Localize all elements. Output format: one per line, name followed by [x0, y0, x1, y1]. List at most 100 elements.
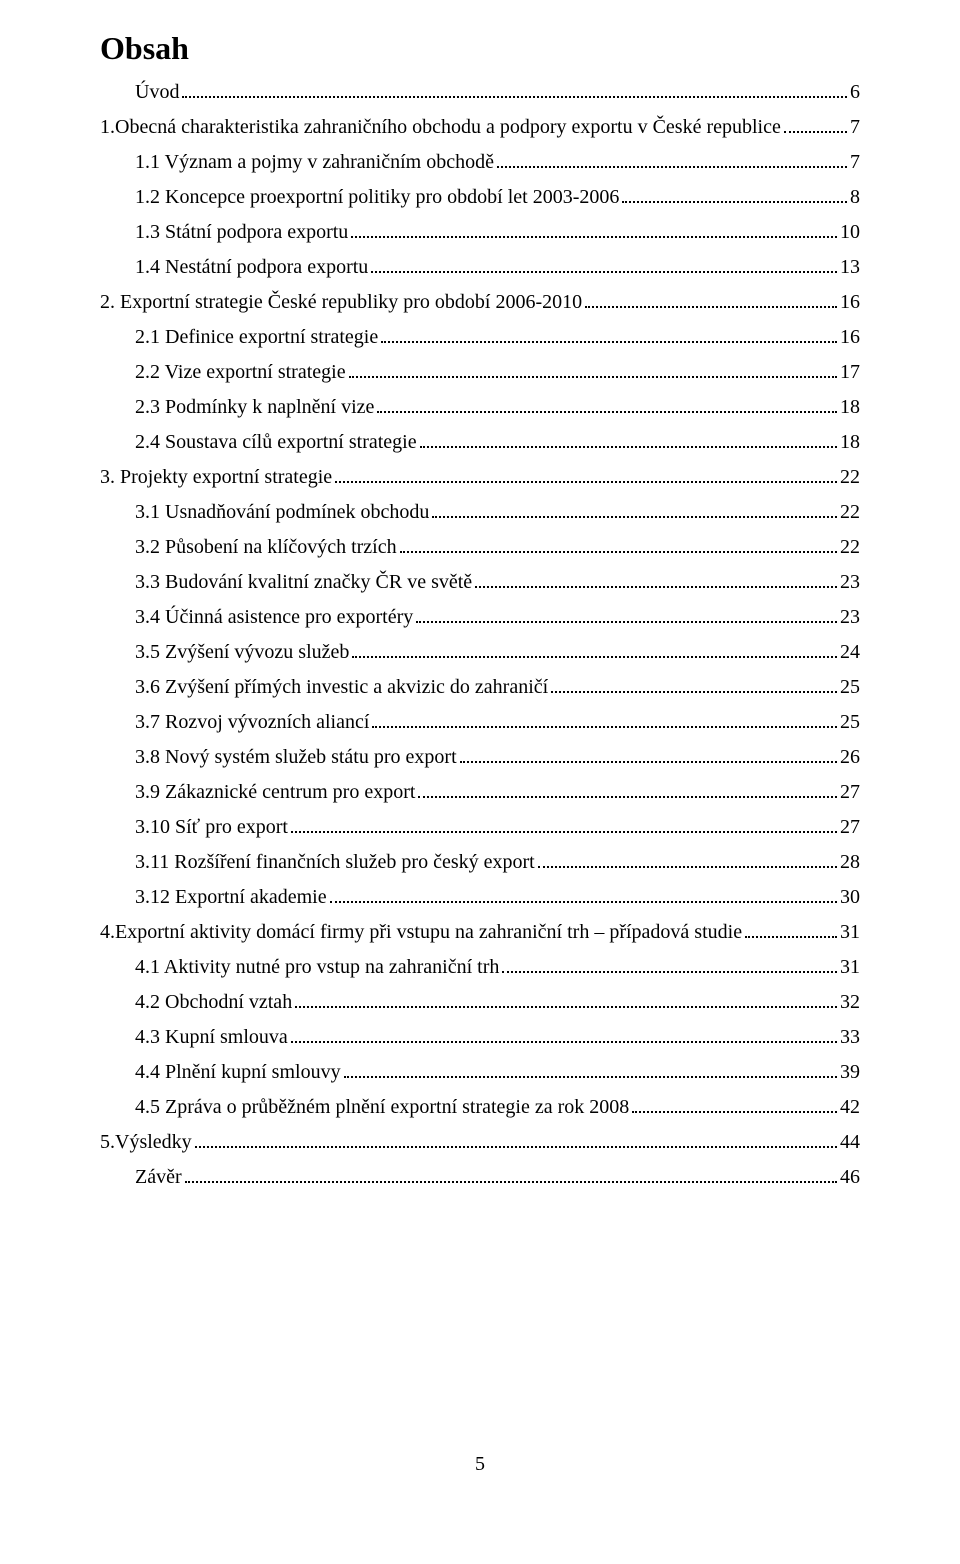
toc-entry-page: 27	[840, 810, 860, 845]
toc-entry-title: 3.1 Usnadňování podmínek obchodu	[135, 495, 429, 530]
toc-leader-dots	[295, 994, 837, 1008]
toc-leader-dots	[432, 504, 837, 518]
toc-entry-title: 4.Exportní aktivity domácí firmy při vst…	[100, 915, 742, 950]
toc-entry-page: 18	[840, 390, 860, 425]
toc-entry: 4.4 Plnění kupní smlouvy39	[100, 1055, 860, 1090]
toc-leader-dots	[330, 889, 837, 903]
toc-leader-dots	[420, 434, 837, 448]
toc-entry: 5.Výsledky44	[100, 1125, 860, 1160]
toc-entry-page: 16	[840, 285, 860, 320]
toc-entry-title: 2.3 Podmínky k naplnění vize	[135, 390, 374, 425]
toc-entry-page: 23	[840, 600, 860, 635]
toc-entry-title: 3.7 Rozvoj vývozních aliancí	[135, 705, 369, 740]
toc-entry-title: 3.4 Účinná asistence pro exportéry	[135, 600, 413, 635]
toc-entry-title: 4.2 Obchodní vztah	[135, 985, 292, 1020]
toc-entry-title: 1.Obecná charakteristika zahraničního ob…	[100, 110, 781, 145]
toc-entry-title: 3.5 Zvýšení vývozu služeb	[135, 635, 349, 670]
toc-leader-dots	[349, 364, 837, 378]
toc-leader-dots	[291, 819, 837, 833]
toc-leader-dots	[538, 854, 837, 868]
toc-entry: 3.7 Rozvoj vývozních aliancí 25	[100, 705, 860, 740]
toc-entry-title: 3. Projekty exportní strategie	[100, 460, 332, 495]
toc-entry-title: 5.Výsledky	[100, 1125, 192, 1160]
toc-entry: 4.2 Obchodní vztah32	[100, 985, 860, 1020]
toc-leader-dots	[497, 154, 847, 168]
toc-leader-dots	[416, 609, 837, 623]
toc-entry: 3.5 Zvýšení vývozu služeb 24	[100, 635, 860, 670]
toc-leader-dots	[585, 294, 837, 308]
toc-entry-title: 2. Exportní strategie České republiky pr…	[100, 285, 582, 320]
toc-entry: 1.3 Státní podpora exportu10	[100, 215, 860, 250]
toc-leader-dots	[622, 189, 847, 203]
toc-leader-dots	[460, 749, 837, 763]
toc-leader-dots	[377, 399, 837, 413]
toc-entry-page: 6	[850, 75, 860, 110]
toc-entry-title: Závěr	[135, 1160, 182, 1195]
toc-entry: 3.6 Zvýšení přímých investic a akvizic d…	[100, 670, 860, 705]
toc-entry-page: 42	[840, 1090, 860, 1125]
toc-leader-dots	[335, 469, 837, 483]
toc-leader-dots	[344, 1064, 837, 1078]
toc-leader-dots	[291, 1029, 837, 1043]
toc-entry-title: 1.4 Nestátní podpora exportu	[135, 250, 368, 285]
toc-entry-page: 27	[840, 775, 860, 810]
toc-entry: 3.8 Nový systém služeb státu pro export2…	[100, 740, 860, 775]
toc-leader-dots	[418, 784, 837, 798]
toc-entry-title: 3.10 Síť pro export	[135, 810, 288, 845]
toc-leader-dots	[352, 644, 837, 658]
toc-entry-title: 4.3 Kupní smlouva	[135, 1020, 288, 1055]
toc-entry: 3.3 Budování kvalitní značky ČR ve světě…	[100, 565, 860, 600]
toc-leader-dots	[381, 329, 837, 343]
toc-entry-page: 31	[840, 915, 860, 950]
toc-leader-dots	[372, 714, 837, 728]
toc-entry-title: 2.1 Definice exportní strategie	[135, 320, 378, 355]
toc-entry: 3.10 Síť pro export 27	[100, 810, 860, 845]
toc-entry: 3.12 Exportní akademie30	[100, 880, 860, 915]
toc-entry-page: 8	[850, 180, 860, 215]
toc-entry-page: 13	[840, 250, 860, 285]
toc-entry-page: 25	[840, 705, 860, 740]
toc-entry: 3.9 Zákaznické centrum pro export27	[100, 775, 860, 810]
toc-leader-dots	[195, 1134, 837, 1148]
toc-leader-dots	[400, 539, 837, 553]
toc-entry-page: 46	[840, 1160, 860, 1195]
toc-leader-dots	[182, 84, 847, 98]
toc-entry-page: 16	[840, 320, 860, 355]
toc-entry: 1.Obecná charakteristika zahraničního ob…	[100, 110, 860, 145]
toc-entry-page: 39	[840, 1055, 860, 1090]
toc-entry-page: 30	[840, 880, 860, 915]
toc-entry: 3.11 Rozšíření finančních služeb pro čes…	[100, 845, 860, 880]
toc-entry: 1.1 Význam a pojmy v zahraničním obchodě…	[100, 145, 860, 180]
toc-entry: 3. Projekty exportní strategie22	[100, 460, 860, 495]
toc-entry-page: 18	[840, 425, 860, 460]
toc-leader-dots	[371, 259, 837, 273]
toc-entry: 4.5 Zpráva o průběžném plnění exportní s…	[100, 1090, 860, 1125]
toc-leader-dots	[784, 119, 847, 133]
toc-leader-dots	[551, 679, 837, 693]
toc-entry-page: 31	[840, 950, 860, 985]
toc-entry: Úvod6	[100, 75, 860, 110]
toc-entry-title: 3.3 Budování kvalitní značky ČR ve světě	[135, 565, 472, 600]
toc-entry-title: 1.1 Význam a pojmy v zahraničním obchodě	[135, 145, 494, 180]
toc-entry: 2.3 Podmínky k naplnění vize 18	[100, 390, 860, 425]
toc-entry: 4.Exportní aktivity domácí firmy při vst…	[100, 915, 860, 950]
toc-entry-page: 24	[840, 635, 860, 670]
toc-entry-title: 3.11 Rozšíření finančních služeb pro čes…	[135, 845, 535, 880]
toc-leader-dots	[351, 224, 837, 238]
toc-entry: 3.2 Působení na klíčových trzích22	[100, 530, 860, 565]
toc-entry: 1.4 Nestátní podpora exportu 13	[100, 250, 860, 285]
toc-entry: 2.4 Soustava cílů exportní strategie18	[100, 425, 860, 460]
toc-entry: 4.3 Kupní smlouva33	[100, 1020, 860, 1055]
toc-entry-title: 4.1 Aktivity nutné pro vstup na zahranič…	[135, 950, 499, 985]
toc-entry-page: 28	[840, 845, 860, 880]
toc-entry-page: 17	[840, 355, 860, 390]
toc-entry-title: 1.2 Koncepce proexportní politiky pro ob…	[135, 180, 619, 215]
toc-entry-page: 7	[850, 145, 860, 180]
toc-entry-page: 25	[840, 670, 860, 705]
table-of-contents: Úvod61.Obecná charakteristika zahraniční…	[100, 75, 860, 1195]
toc-entry-page: 22	[840, 530, 860, 565]
toc-entry-page: 22	[840, 495, 860, 530]
toc-entry-title: 1.3 Státní podpora exportu	[135, 215, 348, 250]
toc-entry: 3.4 Účinná asistence pro exportéry 23	[100, 600, 860, 635]
toc-entry: 4.1 Aktivity nutné pro vstup na zahranič…	[100, 950, 860, 985]
